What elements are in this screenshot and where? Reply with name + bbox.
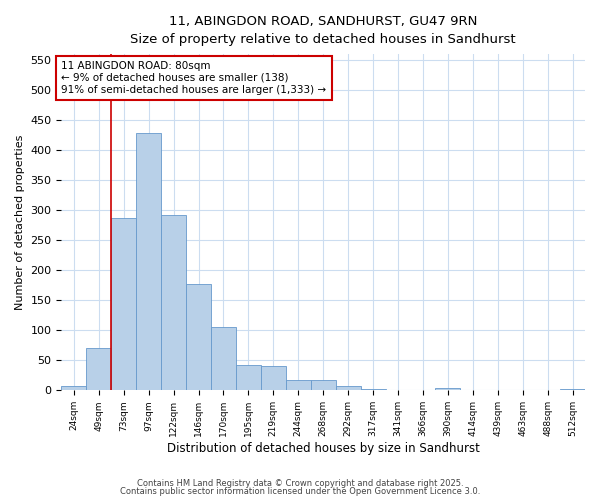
Bar: [161, 215, 186, 390]
Bar: [136, 134, 161, 390]
Bar: [335, 386, 361, 390]
Bar: [86, 348, 111, 391]
Bar: [236, 365, 261, 390]
Bar: [111, 218, 136, 390]
Text: Contains public sector information licensed under the Open Government Licence 3.: Contains public sector information licen…: [120, 487, 480, 496]
Text: 11 ABINGDON ROAD: 80sqm
← 9% of detached houses are smaller (138)
91% of semi-de: 11 ABINGDON ROAD: 80sqm ← 9% of detached…: [61, 62, 326, 94]
Bar: [436, 388, 460, 390]
Bar: [361, 388, 386, 390]
Bar: [560, 389, 585, 390]
Title: 11, ABINGDON ROAD, SANDHURST, GU47 9RN
Size of property relative to detached hou: 11, ABINGDON ROAD, SANDHURST, GU47 9RN S…: [130, 15, 516, 46]
Bar: [311, 380, 335, 390]
Bar: [61, 386, 86, 390]
Text: Contains HM Land Registry data © Crown copyright and database right 2025.: Contains HM Land Registry data © Crown c…: [137, 478, 463, 488]
Bar: [186, 284, 211, 391]
Y-axis label: Number of detached properties: Number of detached properties: [15, 134, 25, 310]
Bar: [261, 366, 286, 390]
Bar: [286, 380, 311, 390]
Bar: [211, 328, 236, 390]
X-axis label: Distribution of detached houses by size in Sandhurst: Distribution of detached houses by size …: [167, 442, 479, 455]
